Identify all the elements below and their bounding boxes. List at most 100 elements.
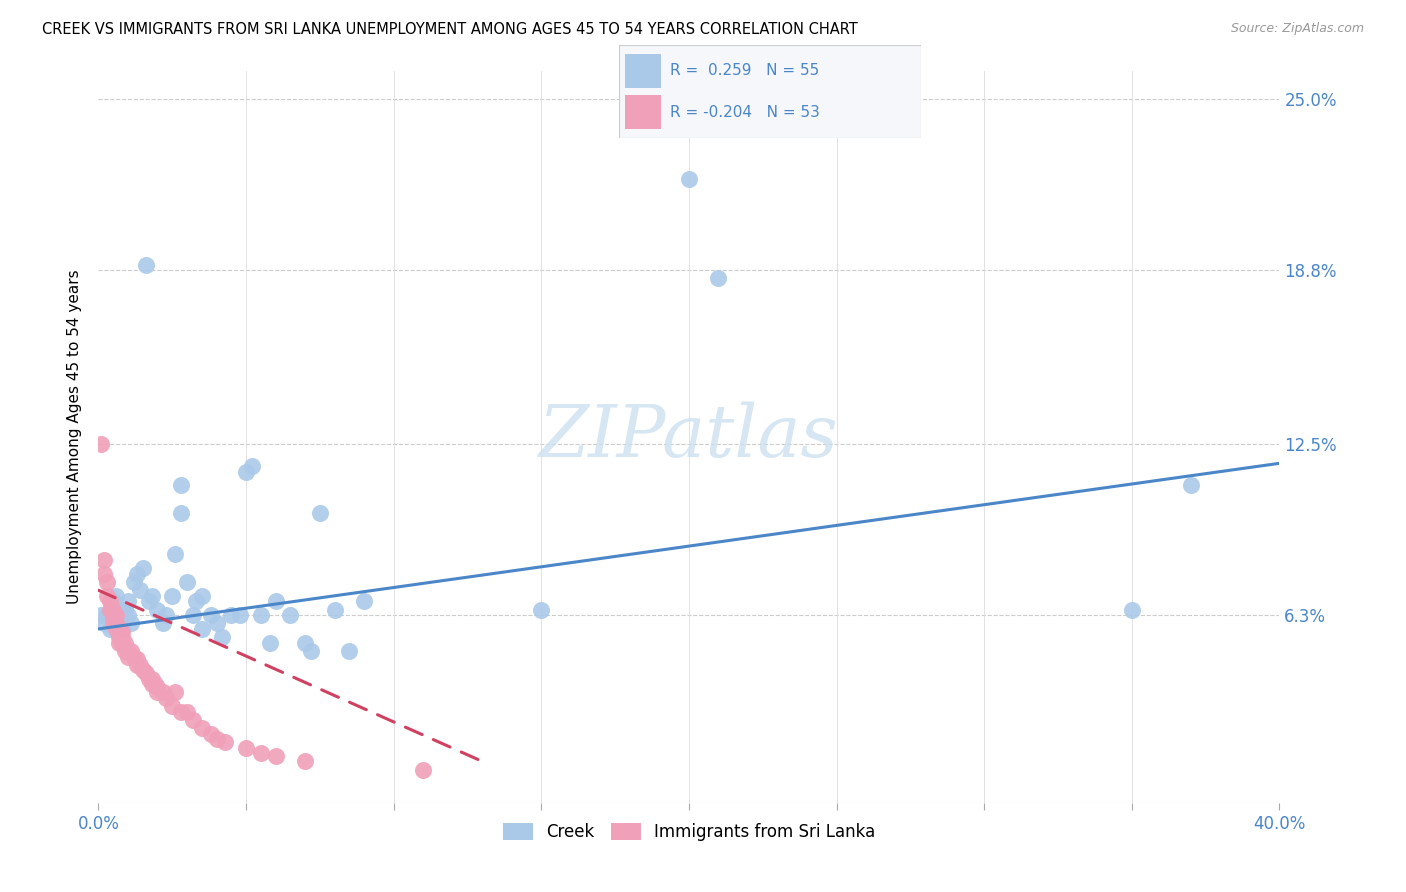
Text: ZIPatlas: ZIPatlas [538,401,839,473]
Point [103,602,125,616]
Point [176,705,198,719]
Point [1180,478,1202,492]
Point [707,271,730,285]
Point [141,672,163,686]
FancyBboxPatch shape [619,45,921,138]
Point [117,649,139,664]
Point [105,608,128,623]
Point [103,594,125,608]
Point [294,755,316,769]
Point [135,258,157,272]
Point [138,672,160,686]
Point [143,677,166,691]
Point [111,636,134,650]
Point [191,721,214,735]
Point [235,465,257,479]
Point [678,172,700,186]
Point [138,594,160,608]
Point [211,630,233,644]
Point [93,566,115,581]
Point [93,616,115,631]
Point [96,574,118,589]
Point [146,680,169,694]
Point [240,458,263,473]
Point [170,705,193,719]
Point [264,748,287,763]
Point [120,616,142,631]
Point [339,644,361,658]
Point [152,685,174,699]
Point [353,594,375,608]
Point [114,636,136,650]
Point [108,608,131,623]
Point [105,622,128,636]
Point [191,622,214,636]
Point [103,616,125,631]
Point [294,636,316,650]
Text: CREEK VS IMMIGRANTS FROM SRI LANKA UNEMPLOYMENT AMONG AGES 45 TO 54 YEARS CORREL: CREEK VS IMMIGRANTS FROM SRI LANKA UNEMP… [42,22,858,37]
Point [108,630,131,644]
Point [111,622,134,636]
Point [181,608,204,623]
Legend: Creek, Immigrants from Sri Lanka: Creek, Immigrants from Sri Lanka [494,814,884,849]
Point [105,616,128,631]
Point [250,608,273,623]
Text: Source: ZipAtlas.com: Source: ZipAtlas.com [1230,22,1364,36]
Point [90,608,112,623]
Point [105,589,128,603]
Point [162,699,183,714]
Point [280,608,302,623]
Point [264,594,287,608]
Point [103,602,125,616]
Point [299,644,322,658]
Text: R = -0.204   N = 53: R = -0.204 N = 53 [671,104,820,120]
Point [96,589,118,603]
Point [1121,602,1143,616]
Point [132,561,155,575]
Point [165,548,187,562]
Point [155,608,177,623]
Point [93,553,115,567]
Point [125,652,148,666]
Point [205,616,228,631]
Point [205,732,228,747]
Point [235,740,257,755]
Point [259,636,281,650]
Point [141,677,163,691]
Point [200,608,222,623]
Point [412,763,434,777]
Point [200,727,222,741]
Point [155,690,177,705]
Point [176,574,198,589]
Point [146,602,169,616]
Point [181,713,204,727]
Point [120,644,142,658]
Point [122,649,145,664]
Point [128,583,150,598]
Point [125,566,148,581]
Point [132,663,155,677]
Point [90,437,112,451]
Point [184,594,207,608]
FancyBboxPatch shape [624,54,661,87]
FancyBboxPatch shape [624,95,661,129]
Point [114,602,136,616]
Point [221,608,243,623]
Point [103,611,125,625]
Y-axis label: Unemployment Among Ages 45 to 54 years: Unemployment Among Ages 45 to 54 years [66,269,82,605]
Point [122,574,145,589]
Point [530,602,553,616]
Point [96,608,118,623]
Point [128,657,150,672]
Point [117,594,139,608]
Point [117,608,139,623]
Point [229,608,252,623]
Point [108,622,131,636]
Point [117,644,139,658]
Point [114,644,136,658]
Point [191,589,214,603]
Text: R =  0.259   N = 55: R = 0.259 N = 55 [671,63,820,78]
Point [135,666,157,681]
Point [250,746,273,760]
Point [98,622,121,636]
